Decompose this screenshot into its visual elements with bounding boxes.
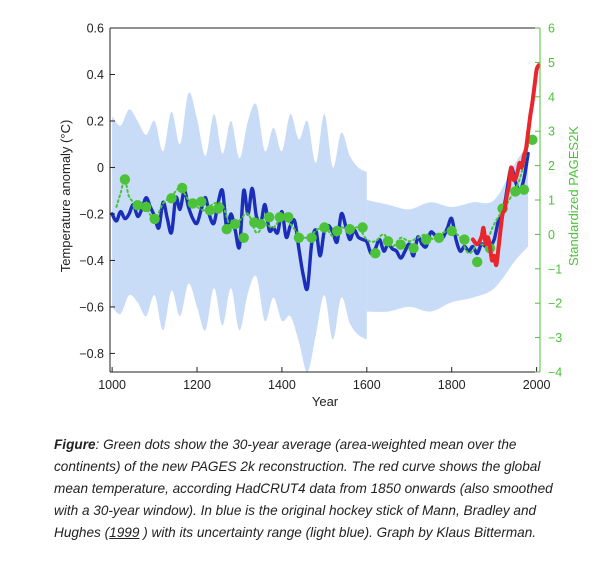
y-tick-label-right: −2: [548, 297, 562, 311]
pages2k-point: [274, 212, 285, 223]
x-tick-label: 1200: [183, 378, 211, 392]
x-tick-label: 1400: [268, 378, 296, 392]
x-tick-label: 2000: [523, 378, 551, 392]
pages2k-point: [459, 234, 470, 245]
y-tick-label-left: 0: [97, 161, 104, 175]
uncertainty-band: [112, 92, 529, 373]
pages2k-point: [264, 212, 275, 223]
y-tick-label-right: −3: [548, 331, 562, 345]
pages2k-point: [510, 186, 521, 197]
y-tick-label-left: −0.2: [79, 207, 104, 221]
x-tick-label: 1600: [353, 378, 381, 392]
y-tick-label-left: −0.6: [79, 300, 104, 314]
y-tick-label-right: 0: [548, 228, 555, 242]
pages2k-point: [382, 236, 394, 247]
pages2k-point: [238, 232, 249, 243]
y-tick-label-left: 0.2: [87, 114, 104, 128]
chart: 1000 1200 1400 1600 1800 2000 0.6 0.4 0.2 0 −0.2 −0…: [58, 22, 581, 410]
x-tick-label: 1000: [98, 378, 126, 392]
caption-text-1: : Green dots show the 30-year average (a…: [54, 437, 553, 540]
pages2k-point: [395, 239, 406, 250]
y-tick-label-right: 6: [548, 22, 555, 36]
series-layer: [110, 63, 541, 292]
pages2k-point: [204, 205, 215, 216]
hadcrut4-line: [470, 63, 541, 268]
mbh-hockey-stick-line: [110, 151, 530, 292]
y-tick-label-right: 4: [548, 90, 555, 104]
x-tick-label: 1800: [438, 378, 466, 392]
pages2k-point: [319, 222, 330, 233]
y-tick-label-right: 3: [548, 125, 555, 139]
pages2k-point: [132, 200, 143, 211]
y-axis-label-right: Standardized PAGES2K: [566, 126, 581, 266]
reference-link-1999[interactable]: 1999: [109, 525, 140, 540]
pages2k-point: [255, 218, 266, 230]
pages2k-point: [213, 203, 224, 214]
pages2k-point: [527, 134, 538, 145]
pages2k-point: [433, 232, 445, 243]
y-tick-label-left: 0.4: [87, 68, 104, 82]
y-tick-label-right: 2: [548, 159, 555, 173]
caption-label: Figure: [54, 437, 96, 452]
pages2k-point: [518, 184, 530, 195]
pages2k-point: [421, 234, 432, 245]
pages2k-point: [166, 193, 177, 204]
y-tick-label-right: −4: [548, 366, 562, 380]
x-axis-label: Year: [312, 394, 339, 409]
tick-layer: 1000 1200 1400 1600 1800 2000 0.6 0.4 0.2 0 −0.2 −0…: [79, 22, 562, 393]
y-tick-label-left: −0.4: [79, 254, 104, 268]
y-tick-label-right: −1: [548, 262, 562, 276]
pages2k-point: [408, 243, 419, 254]
pages2k-point: [140, 201, 152, 213]
pages2k-point: [306, 232, 317, 243]
pages2k-point: [196, 196, 207, 207]
y-tick-label-left: 0.6: [87, 22, 104, 36]
pages2k-point: [344, 224, 355, 235]
pages2k-point: [283, 212, 294, 223]
pages2k-point: [221, 224, 232, 235]
y-tick-label-left: −0.8: [79, 347, 104, 361]
pages2k-point: [472, 256, 483, 268]
pages2k-point: [357, 222, 368, 233]
pages2k-dotted-line: [115, 144, 530, 255]
pages2k-point: [177, 182, 188, 194]
y-axis-label-left: Temperature anomaly (°C): [58, 120, 73, 273]
pages2k-point: [370, 248, 381, 259]
pages2k-point: [119, 174, 131, 185]
figure-caption: Figure: Green dots show the 30-year aver…: [54, 434, 574, 544]
pages2k-point: [230, 218, 241, 230]
pages2k-point: [149, 213, 160, 225]
pages2k-point: [293, 232, 305, 243]
y-tick-label-right: 5: [548, 56, 555, 70]
pages2k-point: [446, 225, 457, 237]
y-tick-label-right: 1: [548, 194, 555, 208]
pages2k-point: [187, 198, 198, 209]
pages2k-point: [331, 225, 343, 237]
caption-text-2: ) with its uncertainty range (light blue…: [139, 525, 537, 540]
